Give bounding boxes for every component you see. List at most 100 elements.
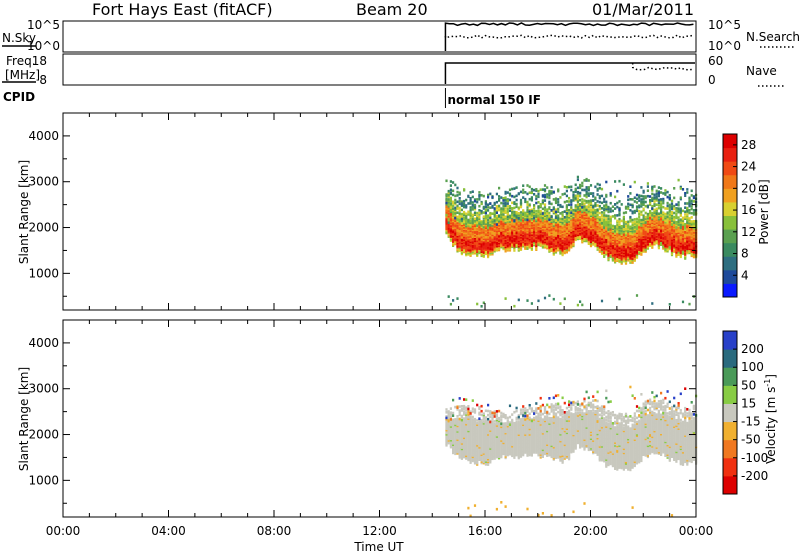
power-cell <box>456 200 459 204</box>
power-cell <box>554 233 558 236</box>
power-cell <box>629 257 632 260</box>
velocity-cell <box>473 437 477 440</box>
power-cell <box>467 236 470 240</box>
power-cell <box>622 240 625 244</box>
power-cell <box>646 238 649 242</box>
power-cell <box>491 250 494 253</box>
power-cell <box>471 245 474 248</box>
power-cell <box>635 252 639 255</box>
power-cell <box>692 255 695 259</box>
power-cell <box>447 200 450 204</box>
power-cell <box>491 233 494 237</box>
power-cell <box>484 216 487 220</box>
power-cell <box>668 220 671 223</box>
power-cell <box>561 245 564 248</box>
power-cell <box>686 243 689 247</box>
power-cell <box>649 230 652 234</box>
power-cell <box>559 234 562 237</box>
power-cell <box>548 236 551 240</box>
velocity-cell <box>476 439 479 443</box>
velocity-cell <box>491 439 494 443</box>
velocity-cell <box>478 421 481 424</box>
velocity-cell <box>495 507 498 511</box>
power-cell <box>594 203 597 207</box>
power-cell <box>587 235 590 239</box>
power-cell <box>535 194 538 198</box>
power-cell <box>543 211 547 215</box>
velocity-cell <box>476 455 479 458</box>
power-cell <box>498 199 501 202</box>
power-cell <box>517 249 520 252</box>
power-cell <box>596 241 599 244</box>
power-cell <box>550 209 553 212</box>
power-cell <box>657 234 660 237</box>
power-cell <box>607 224 610 227</box>
power-cell <box>616 259 619 262</box>
velocity-cell <box>456 435 459 439</box>
power-cell <box>476 249 479 252</box>
velocity-cell <box>469 429 472 433</box>
power-cell <box>640 213 643 216</box>
power-cell <box>502 202 505 205</box>
power-cell <box>463 224 466 228</box>
power-cell <box>679 244 682 248</box>
power-cell <box>517 216 520 220</box>
power-cell <box>458 241 461 244</box>
power-cell <box>692 254 695 257</box>
power-cell <box>519 223 523 227</box>
power-cell <box>576 195 579 198</box>
power-cell <box>631 255 634 259</box>
velocity-cell <box>478 450 481 453</box>
power-cell <box>614 252 617 256</box>
power-cell <box>552 250 555 253</box>
power-cell <box>528 211 531 215</box>
power-cell <box>563 242 566 245</box>
power-cell <box>528 208 531 212</box>
power-cell <box>548 220 551 223</box>
power-cell <box>629 232 632 235</box>
power-cell <box>576 217 579 220</box>
velocity-cell <box>487 424 490 428</box>
power-cell <box>670 237 674 240</box>
power-cell <box>622 250 625 253</box>
power-cell <box>537 209 540 212</box>
power-cell <box>537 221 540 225</box>
power-cell <box>546 219 549 222</box>
power-cell <box>638 205 641 209</box>
power-cell <box>454 240 457 243</box>
power-cell <box>559 217 562 221</box>
velocity-cell <box>480 443 483 447</box>
power-cell <box>618 234 621 237</box>
power-cell <box>524 214 527 217</box>
power-cell <box>508 247 512 251</box>
power-cell <box>600 251 604 254</box>
power-cell <box>568 214 571 218</box>
velocity-cell <box>465 429 468 433</box>
power-cell <box>546 186 549 189</box>
power-cell <box>502 246 505 249</box>
power-cell <box>500 196 503 199</box>
power-cell <box>552 246 555 249</box>
velocity-cell <box>476 448 479 451</box>
power-cell <box>635 237 639 240</box>
power-cell <box>642 222 645 226</box>
power-cell <box>504 248 507 252</box>
power-cell <box>651 246 654 249</box>
power-cell <box>504 225 507 228</box>
power-cell <box>495 216 498 219</box>
power-cell <box>452 226 455 230</box>
velocity-cell <box>480 424 483 428</box>
velocity-cell <box>500 433 503 437</box>
power-cell <box>511 231 514 235</box>
power-cell <box>679 185 682 189</box>
power-cell <box>649 229 652 232</box>
power-cell <box>476 211 479 215</box>
power-cell <box>572 240 575 244</box>
velocity-cell <box>478 440 481 444</box>
velocity-cell <box>491 441 494 444</box>
power-cell <box>489 244 492 248</box>
freq-label-1: Freq. <box>6 54 36 68</box>
power-cell <box>635 241 639 244</box>
power-cell <box>624 240 628 243</box>
velocity-cell <box>484 416 487 419</box>
